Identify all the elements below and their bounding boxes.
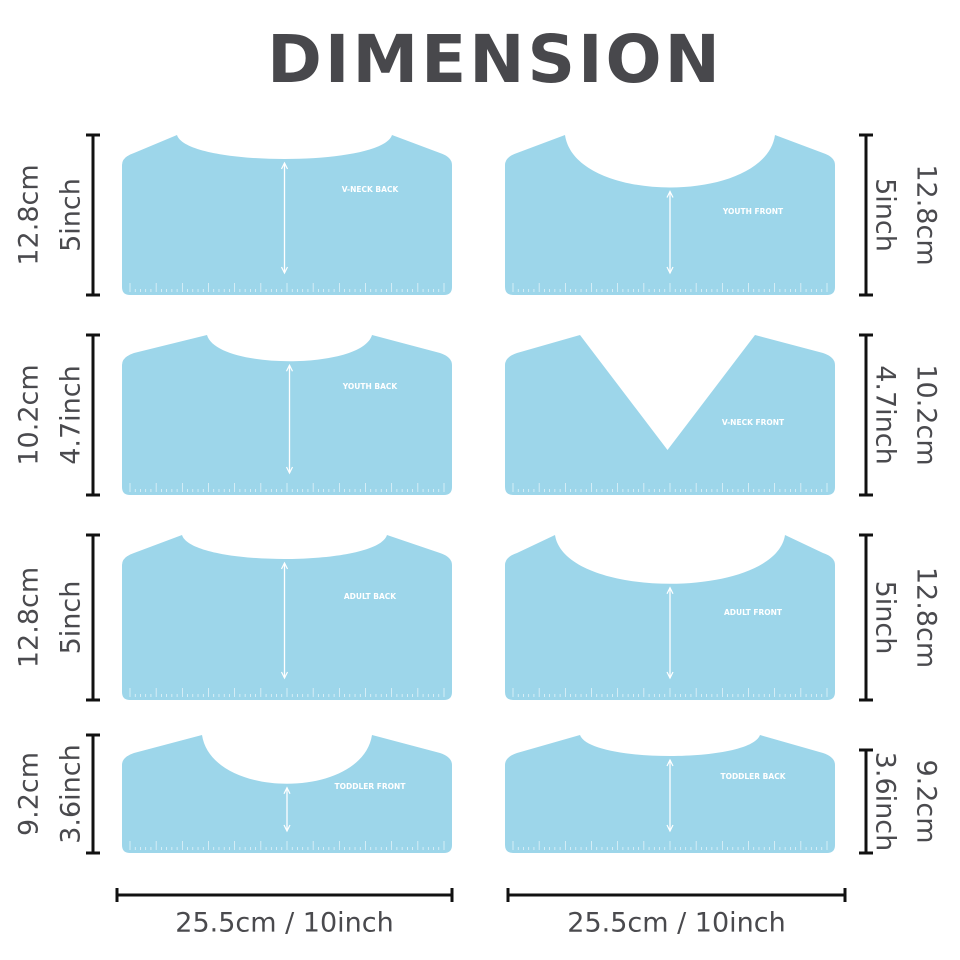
height-cm: 12.8cm [14,567,45,668]
height-cm: 9.2cm [14,752,45,836]
template-label: TODDLER FRONT [335,782,407,791]
height-cm: 12.8cm [911,567,942,668]
height-cm: 10.2cm [911,364,942,465]
template-shape [122,535,452,700]
template-label: YOUTH BACK [342,382,399,391]
height-inch: 5inch [870,581,901,655]
arrow-head [666,586,674,680]
arrow-head [666,190,674,275]
height-inch: 3.6inch [56,744,87,844]
arrow-head [280,161,289,275]
template-label: ADULT FRONT [724,608,783,617]
arrow-head [283,786,291,833]
title: DIMENSION [267,21,723,98]
arrow-head [280,561,289,680]
height-inch: 5inch [56,178,87,252]
template-label: V-NECK FRONT [722,418,785,427]
width-label: 25.5cm / 10inch [175,908,393,939]
width-label: 25.5cm / 10inch [567,908,785,939]
template-label: ADULT BACK [344,592,397,601]
height-inch: 4.7inch [870,365,901,465]
height-cm: 12.8cm [14,164,45,265]
height-inch: 4.7inch [56,365,87,465]
arrow-head [285,363,294,475]
template-label: TODDLER BACK [720,772,786,781]
template-shape [505,335,835,495]
height-inch: 5inch [870,178,901,252]
height-inch: 3.6inch [870,752,901,852]
template-label: YOUTH FRONT [722,207,784,216]
arrow-head [666,758,674,833]
template-shape [122,135,452,295]
height-inch: 5inch [56,581,87,655]
height-cm: 10.2cm [14,364,45,465]
template-label: V-NECK BACK [342,185,400,194]
template-shape [122,335,452,495]
height-cm: 9.2cm [911,759,942,843]
height-cm: 12.8cm [911,164,942,265]
